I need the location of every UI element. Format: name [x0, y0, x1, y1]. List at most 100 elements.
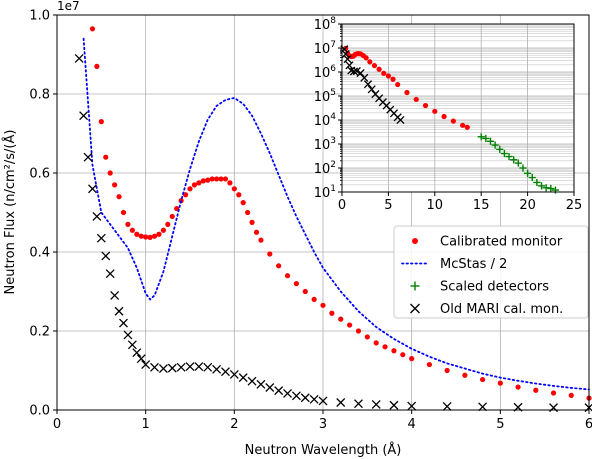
main-data-point — [221, 367, 230, 377]
inset-data-point — [432, 108, 438, 114]
inset-data-point — [486, 137, 495, 145]
inset-y-tick-label: 102 — [314, 160, 336, 177]
legend-label: Old MARI cal. mon. — [440, 302, 563, 317]
inset-data-point — [477, 133, 485, 141]
main-data-point — [167, 363, 177, 373]
main-data-point — [209, 176, 215, 182]
main-data-point — [89, 26, 96, 32]
inset-data-point — [450, 118, 456, 124]
main-series-0 — [89, 26, 592, 401]
inset-data-point — [367, 85, 376, 94]
main-data-point — [293, 281, 299, 287]
main-data-point — [136, 354, 146, 364]
main-data-point — [568, 392, 574, 398]
inset-y-tick-label: 105 — [314, 88, 336, 105]
main-data-point — [107, 170, 113, 176]
main-data-point — [338, 316, 344, 322]
main-data-point — [409, 356, 415, 362]
main-data-point — [311, 296, 317, 302]
main-data-point — [112, 182, 118, 188]
legend-marker-swatch — [410, 281, 420, 291]
inset-data-point — [367, 59, 373, 65]
inset-data-point — [500, 149, 508, 158]
legend: Calibrated monitor McStas / 2 Scaled detec… — [393, 225, 589, 319]
legend-item: Calibrated monitor — [412, 235, 563, 250]
main-data-point — [267, 251, 273, 257]
main-data-point — [151, 233, 158, 239]
main-data-point — [265, 383, 275, 392]
inset-plot-frame — [341, 23, 575, 193]
main-data-point — [222, 176, 229, 182]
main-data-point — [114, 306, 124, 316]
inset-data-point — [542, 184, 550, 192]
main-data-point — [169, 213, 175, 220]
inset-data-point — [385, 73, 391, 79]
main-data-point — [550, 390, 557, 396]
inset-y-tick-label: 103 — [314, 136, 336, 153]
main-y-axis-label: Neutron Flux (n/cm²/s/(Å) — [2, 130, 18, 295]
inset-data-point — [404, 89, 410, 96]
main-data-point — [205, 177, 211, 183]
main-y-tick-label: 0.6 — [29, 167, 50, 182]
inset-x-tick-label: 0 — [338, 198, 346, 213]
main-data-point — [253, 229, 260, 235]
main-data-point — [302, 288, 308, 295]
main-offset-text: 1e7 — [57, 0, 80, 13]
main-y-tick-label: 0.8 — [29, 88, 50, 103]
main-data-point — [150, 362, 159, 372]
main-tick-layer: 0 1 2 3 4 5 6 0.0 0.2 0.4 0.6 0.8 1.0 — [29, 9, 592, 433]
main-data-point — [245, 209, 251, 216]
main-data-point — [231, 186, 237, 192]
inset-data-point — [360, 73, 369, 82]
inset-data-point — [496, 145, 504, 153]
main-data-point — [249, 219, 255, 225]
main-data-point — [83, 152, 93, 162]
main-data-point — [203, 362, 213, 372]
main-data-point — [229, 369, 239, 379]
main-data-point — [165, 221, 171, 227]
main-data-point — [187, 186, 193, 192]
main-data-point — [371, 400, 381, 409]
main-data-point — [103, 154, 109, 160]
main-data-point — [444, 367, 450, 374]
inset-y-tick-label: 104 — [314, 112, 337, 129]
main-data-point — [274, 386, 284, 396]
inset-series-0 — [343, 45, 470, 130]
main-data-point — [391, 348, 397, 354]
main-data-point — [79, 111, 89, 121]
main-data-point — [240, 200, 246, 206]
inset-data-point — [491, 141, 499, 149]
main-data-point — [354, 399, 363, 409]
main-data-point — [96, 233, 106, 243]
inset-data-point — [528, 173, 536, 182]
inset-data-point — [371, 62, 378, 69]
main-data-point — [389, 400, 399, 410]
main-data-point — [129, 227, 135, 233]
legend-label: Calibrated monitor — [440, 235, 563, 250]
main-series-layer — [74, 26, 592, 413]
inset-data-point — [460, 122, 466, 128]
main-data-point — [160, 227, 166, 233]
main-data-point — [194, 362, 204, 372]
main-data-point — [407, 401, 417, 411]
legend-item: McStas / 2 — [401, 257, 507, 272]
main-data-point — [123, 330, 133, 340]
inset-data-point — [352, 66, 361, 76]
main-data-point — [497, 380, 503, 386]
main-data-point — [88, 184, 97, 194]
inset-data-point — [376, 66, 382, 72]
main-data-point — [92, 211, 102, 221]
main-x-tick-label: 1 — [142, 417, 150, 432]
main-data-point — [196, 180, 202, 186]
main-data-point — [185, 362, 195, 372]
inset-y-tick-label: 101 — [314, 184, 336, 201]
inset-data-point — [395, 81, 401, 88]
main-data-point — [355, 328, 362, 334]
main-data-point — [329, 310, 335, 316]
main-data-point — [442, 401, 452, 411]
inset-data-point — [363, 80, 373, 89]
legend-label: Scaled detectors — [440, 280, 549, 295]
main-data-point — [116, 194, 122, 200]
inset-data-point — [464, 124, 470, 130]
inset-series-2 — [340, 45, 405, 125]
